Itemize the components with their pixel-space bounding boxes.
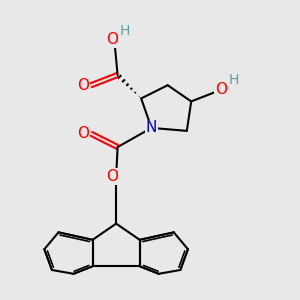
Text: O: O: [215, 82, 227, 97]
Text: H: H: [229, 73, 239, 87]
Text: O: O: [106, 32, 118, 47]
Text: H: H: [120, 24, 130, 38]
Text: N: N: [146, 120, 157, 135]
Text: O: O: [77, 126, 89, 141]
Text: O: O: [77, 78, 89, 93]
Text: O: O: [106, 169, 118, 184]
